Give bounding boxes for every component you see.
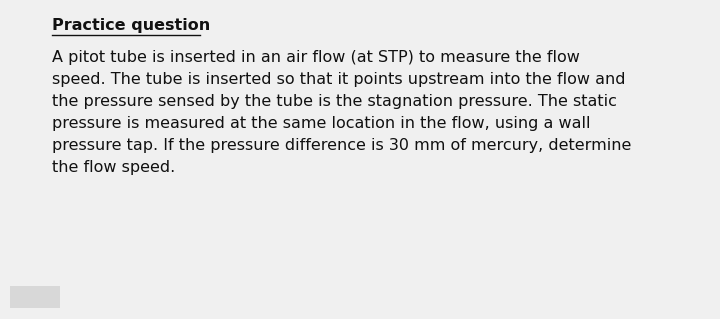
Text: A pitot tube is inserted in an air flow (at STP) to measure the flow: A pitot tube is inserted in an air flow … xyxy=(52,50,580,65)
Text: the pressure sensed by the tube is the stagnation pressure. The static: the pressure sensed by the tube is the s… xyxy=(52,94,617,109)
Text: pressure tap. If the pressure difference is 30 mm of mercury, determine: pressure tap. If the pressure difference… xyxy=(52,138,631,153)
Text: pressure is measured at the same location in the flow, using a wall: pressure is measured at the same locatio… xyxy=(52,116,590,131)
Text: Practice question: Practice question xyxy=(52,18,210,33)
Text: speed. The tube is inserted so that it points upstream into the flow and: speed. The tube is inserted so that it p… xyxy=(52,72,626,87)
Bar xyxy=(10,286,60,308)
Text: the flow speed.: the flow speed. xyxy=(52,160,175,175)
